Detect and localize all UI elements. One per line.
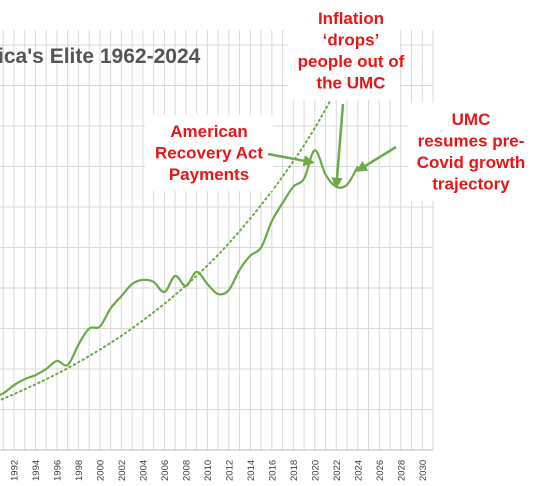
annotation-layer: Inflation ‘drops’ people out of the UMC Amer…	[145, 2, 536, 201]
annotation-inflation-arrow	[331, 103, 345, 189]
annotation-resumes-line: Covid growth	[417, 153, 526, 172]
annotation-resumes-line: trajectory	[432, 175, 510, 194]
annotation-resumes-arrow	[355, 145, 397, 172]
x-tick-label: 2012	[224, 460, 235, 481]
x-tick-label: 2026	[375, 460, 386, 481]
x-tick-label: 2028	[396, 460, 407, 481]
x-tick-label: 2022	[332, 460, 343, 481]
annotation-inflation-line: the UMC	[317, 74, 386, 93]
x-tick-label: 2018	[289, 460, 300, 481]
annotation-background	[408, 103, 536, 201]
annotation-resumes-line: resumes pre-	[418, 132, 525, 151]
annotation-recovery-line: American	[170, 122, 247, 141]
data-line	[0, 149, 359, 396]
annotation-resumes-line: UMC	[452, 110, 491, 129]
annotation-inflation-line: people out of	[298, 52, 405, 71]
x-tick-label: 2020	[310, 460, 321, 481]
x-tick-label: 2008	[181, 460, 192, 481]
x-tick-label: 2004	[138, 460, 149, 481]
x-tick-label: 2030	[418, 460, 429, 481]
annotation-background	[145, 115, 273, 191]
trend-line	[0, 68, 348, 402]
x-tick-label: 1992	[9, 460, 20, 481]
annotation-recovery-line: Recovery Act	[155, 144, 263, 163]
x-tick-label: 2002	[117, 460, 128, 481]
x-tick-label: 1994	[31, 460, 42, 481]
x-tick-label: 2000	[95, 460, 106, 481]
x-tick-label: 2024	[353, 460, 364, 481]
x-tick-label: 2016	[267, 460, 278, 481]
x-tick-label: 2010	[203, 460, 214, 481]
chart-title: ica's Elite 1962-2024	[0, 45, 201, 68]
annotation-background	[288, 2, 400, 100]
series-layer	[0, 68, 359, 402]
x-tick-label: 2014	[246, 460, 257, 481]
x-tick-label: 2006	[160, 460, 171, 481]
annotation-inflation-line: Inflation	[318, 9, 384, 28]
annotation-inflation-line: ‘drops’	[323, 31, 380, 50]
x-tick-label: 1996	[52, 460, 63, 481]
annotation-recovery-arrow	[267, 152, 315, 167]
x-axis-ticks: 1992 1994 1996 1998 2000 2002 2004 2006 2008 2010…	[9, 460, 428, 481]
annotation-recovery-line: Payments	[169, 165, 249, 184]
x-tick-label: 1998	[74, 460, 85, 481]
